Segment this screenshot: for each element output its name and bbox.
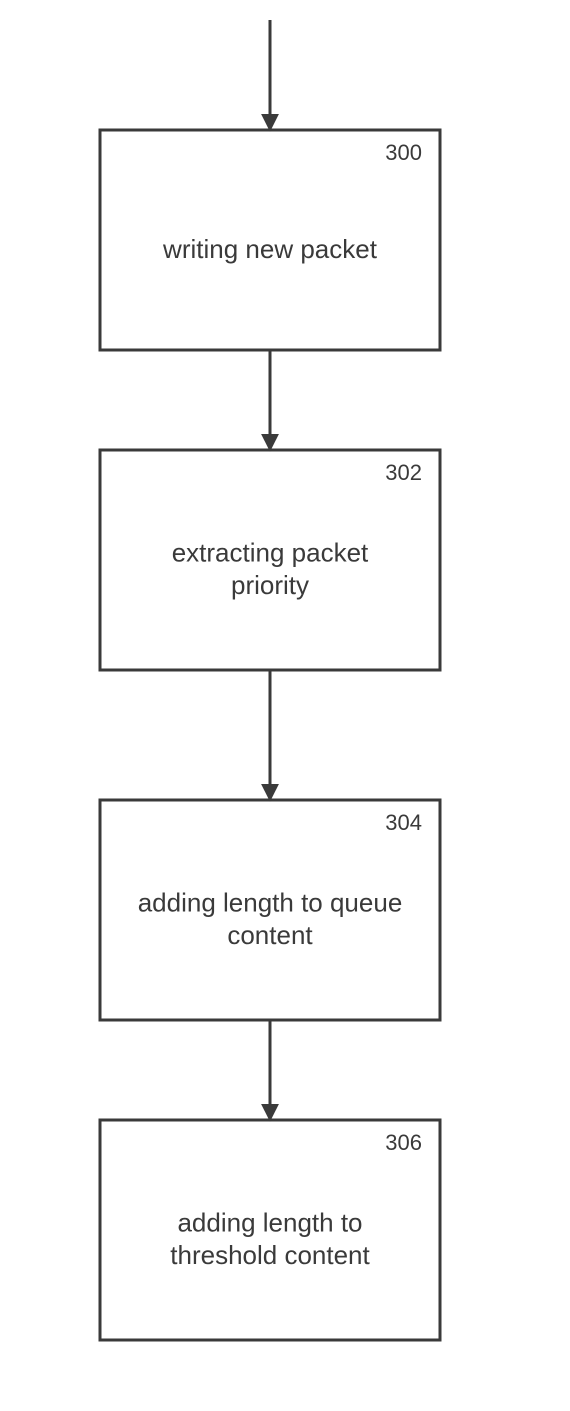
flow-node-number: 300 xyxy=(385,140,422,165)
flow-node-label: adding length to queue xyxy=(138,888,403,918)
flow-node-304: 304 adding length to queuecontent xyxy=(100,800,440,1020)
flow-node-label: extracting packet xyxy=(172,538,369,568)
flow-node-300: 300 writing new packet xyxy=(100,130,440,350)
flow-node-label: writing new packet xyxy=(162,234,378,264)
flow-node-label: content xyxy=(227,920,313,950)
flow-node-number: 306 xyxy=(385,1130,422,1155)
flow-node-number: 302 xyxy=(385,460,422,485)
flow-node-306: 306 adding length tothreshold content xyxy=(100,1120,440,1340)
flow-node-label: threshold content xyxy=(170,1240,370,1270)
flow-node-number: 304 xyxy=(385,810,422,835)
flow-node-label: priority xyxy=(231,570,309,600)
flow-node-label: adding length to xyxy=(177,1208,362,1238)
flow-node-302: 302 extracting packetpriority xyxy=(100,450,440,670)
